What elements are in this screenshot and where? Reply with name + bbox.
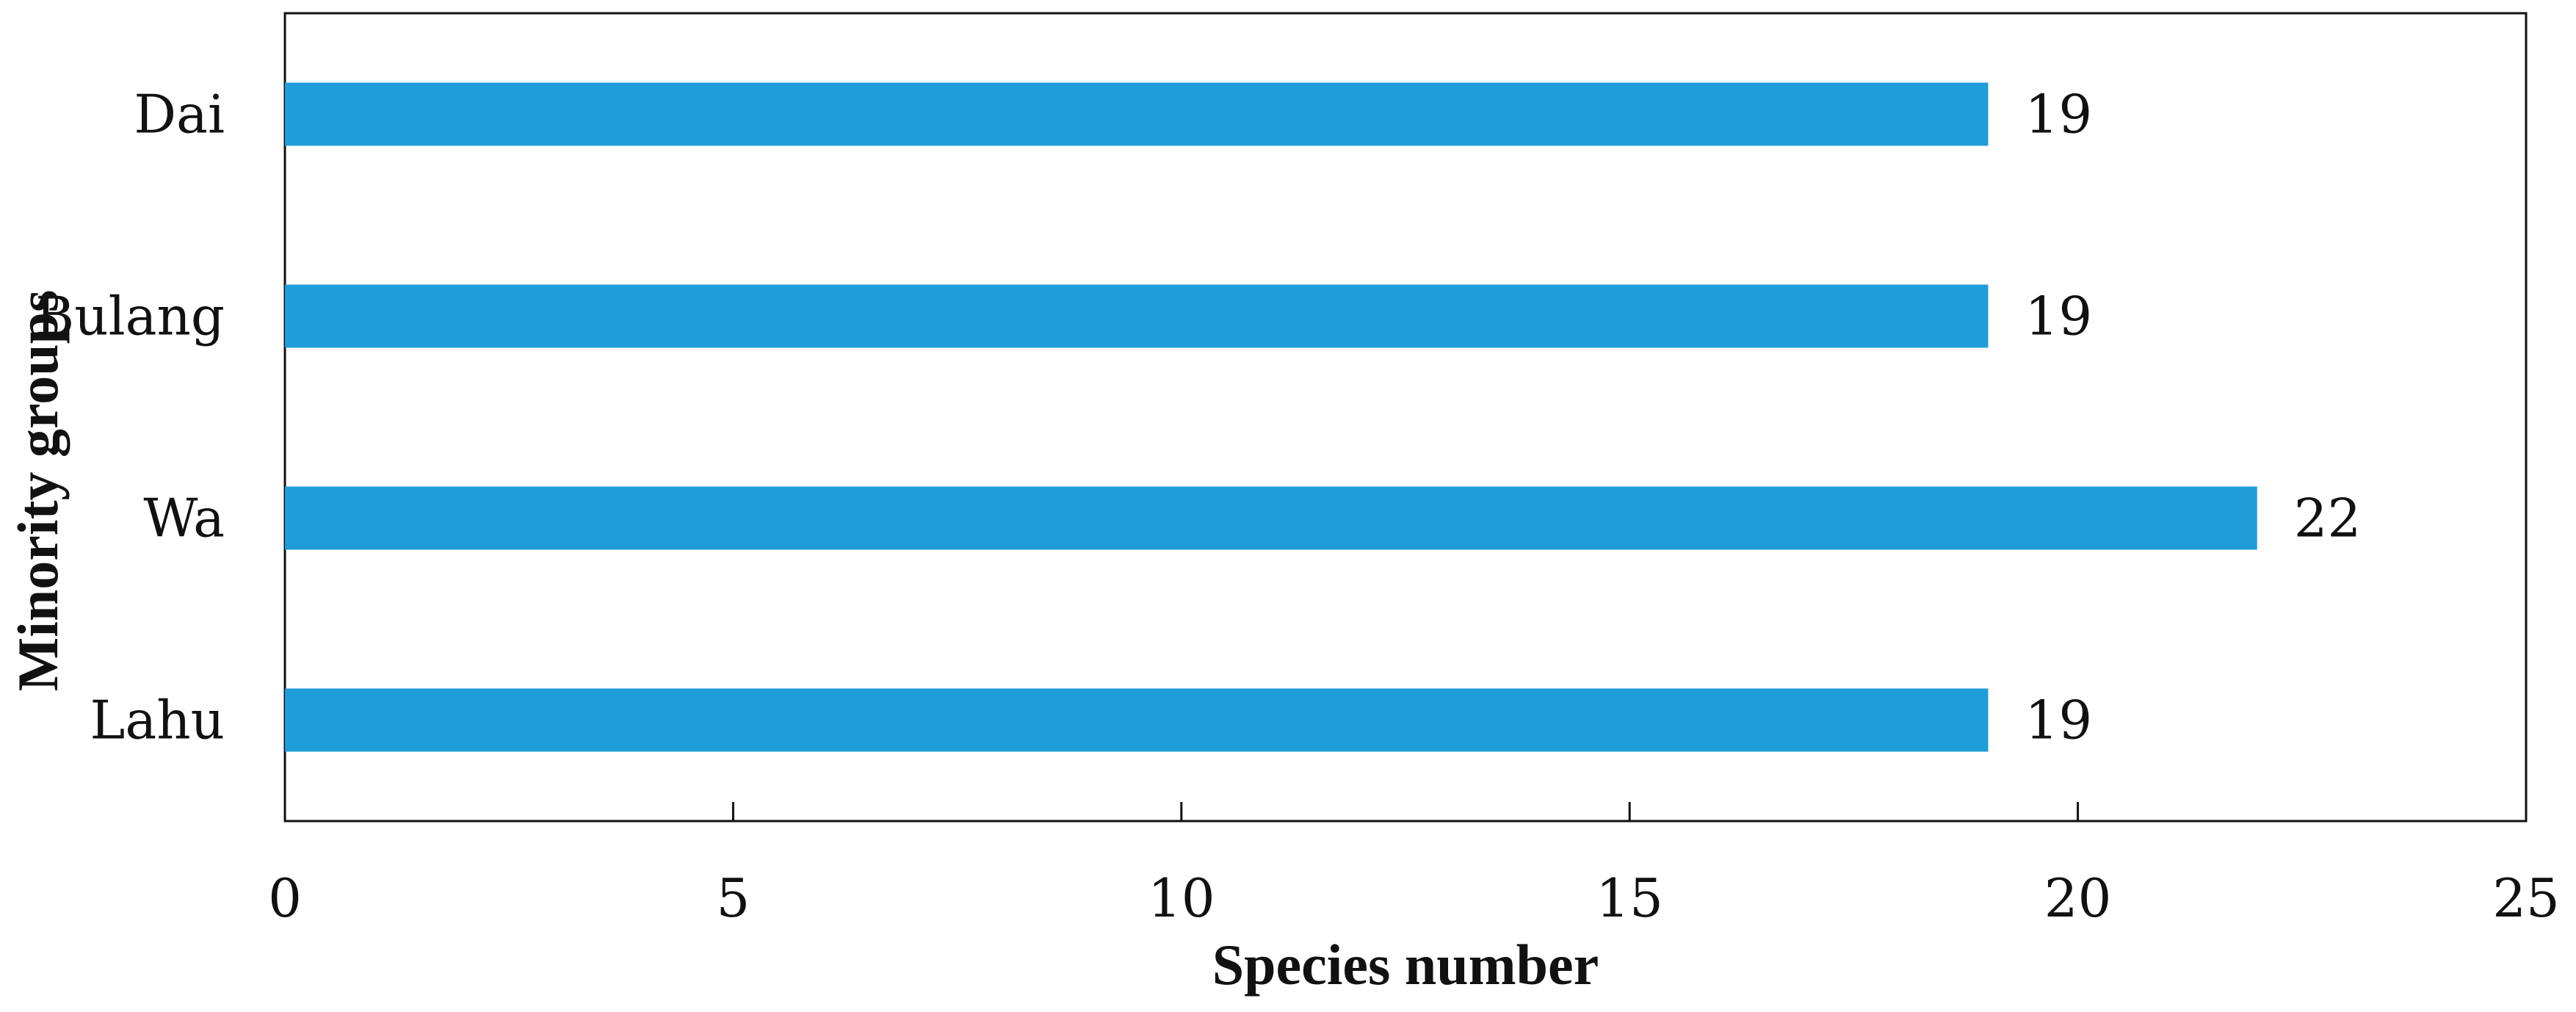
x-tick-label: 10 [1148,867,1215,929]
bar-dai [285,82,1989,146]
x-tick-label: 0 [268,867,302,929]
y-axis-title: Minority groups [6,290,70,692]
x-tick-label: 25 [2492,867,2560,929]
x-tick-label: 20 [2044,867,2112,929]
category-label-wa: Wa [143,488,225,549]
bar-wa [285,486,2257,550]
bar-lahu [285,688,1989,752]
category-labels: Dai Bulang Wa Lahu [35,84,225,751]
x-axis-ticks: 0 5 10 15 20 25 [268,802,2560,929]
bar-bulang [285,284,1989,348]
x-tick-label: 5 [716,867,750,929]
value-label-dai: 19 [2025,84,2093,145]
x-axis-title: Species number [1212,933,1599,997]
bars [285,82,2257,752]
value-labels: 19 19 22 19 [2025,84,2362,751]
category-label-dai: Dai [134,84,225,145]
category-label-bulang: Bulang [35,286,225,347]
category-label-lahu: Lahu [90,690,225,751]
value-label-bulang: 19 [2025,286,2093,347]
value-label-wa: 22 [2294,488,2362,549]
plot-frame [283,12,2528,823]
x-tick-label: 15 [1596,867,1663,929]
value-label-lahu: 19 [2025,690,2093,751]
